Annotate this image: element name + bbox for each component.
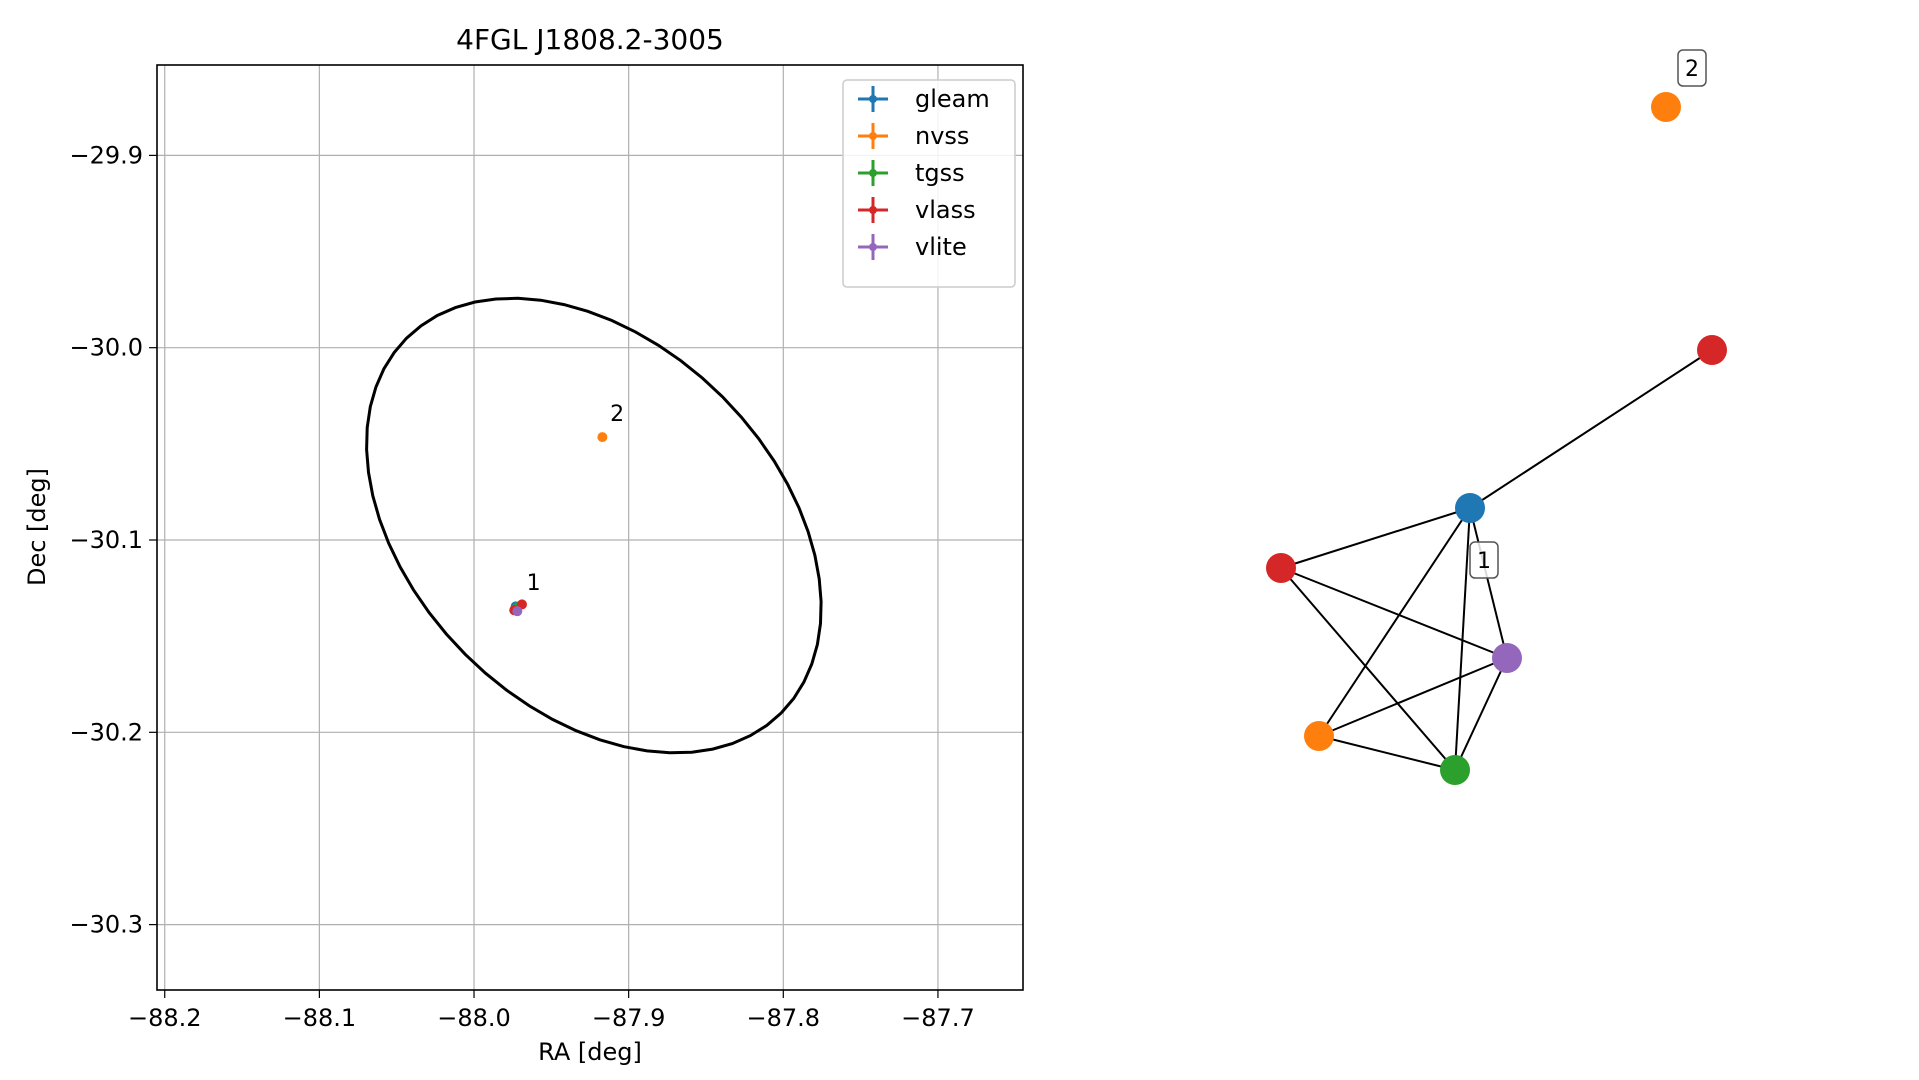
group-label-box [1677, 49, 1707, 87]
graph-edge [1318, 657, 1508, 737]
graph-edges [1280, 349, 1713, 771]
plot-frame [156, 64, 1024, 991]
group-label: 1 [1477, 549, 1491, 574]
x-tick-label: −87.9 [592, 1004, 666, 1032]
legend-label: tgss [915, 159, 965, 187]
group-label-box [1469, 541, 1499, 579]
graph-edge [1469, 349, 1713, 509]
y-tick-label: −30.1 [69, 526, 143, 554]
graph-node-gleam-1 [1455, 493, 1485, 523]
graph-edge [1454, 507, 1471, 771]
vlite-point [512, 606, 523, 617]
nvss-point [597, 432, 608, 443]
point-annotations: 12 [527, 402, 625, 596]
x-tick-label: −88.1 [283, 1004, 357, 1032]
network-graph: 12 [1266, 49, 1727, 785]
graph-node-tgss-1 [1440, 755, 1470, 785]
graph-edge [1280, 567, 1508, 659]
graph-edge [1280, 507, 1471, 569]
graph-edge [1280, 567, 1456, 771]
legend-label: vlass [915, 196, 976, 224]
chart-title: 4FGL J1808.2-3005 [456, 23, 724, 56]
legend-label: nvss [915, 122, 969, 150]
graph-node-nvss-2 [1651, 92, 1681, 122]
legend-label: vlite [915, 233, 967, 261]
x-tick-label: −87.7 [901, 1004, 975, 1032]
y-axis-label: Dec [deg] [23, 468, 51, 586]
y-tick-label: −30.0 [69, 334, 143, 362]
group-labels: 12 [1469, 49, 1707, 579]
legend-marker-tgss [869, 169, 877, 177]
legend: gleam nvss tgss vlass vlite [842, 79, 1016, 288]
x-tick-label: −88.0 [437, 1004, 511, 1032]
x-tick-label: −87.8 [747, 1004, 821, 1032]
graph-node-nvss-1 [1304, 721, 1334, 751]
grid [157, 65, 1023, 990]
legend-marker-nvss [869, 132, 877, 140]
legend-label: gleam [915, 85, 990, 113]
scatter-plot: 12 −88.2 −88.1 −88.0 −87.9 −87.8 −87.7−29.9−3… [23, 23, 1024, 1066]
legend-marker-vlass [869, 206, 877, 214]
graph-node-vlite-1 [1492, 643, 1522, 673]
graph-edge [1454, 657, 1508, 771]
point-annotation: 1 [527, 571, 541, 596]
graph-node-vlass-2 [1697, 335, 1727, 365]
graph-node-vlass-1 [1266, 553, 1296, 583]
data-points [509, 432, 608, 617]
y-tick-label: −30.3 [69, 911, 143, 939]
y-tick-label: −30.2 [69, 718, 143, 746]
legend-marker-gleam [869, 95, 877, 103]
x-axis-label: RA [deg] [538, 1038, 642, 1066]
graph-nodes [1266, 92, 1727, 785]
graph-edge [1318, 507, 1471, 737]
point-annotation: 2 [610, 402, 624, 427]
ellipse-outline [365, 296, 823, 755]
localization-ellipse [365, 296, 823, 755]
axis-ticks: −88.2 −88.1 −88.0 −87.9 −87.8 −87.7 −29.9 −30.0… [69, 141, 974, 1032]
graph-edge [1318, 735, 1456, 771]
y-tick-label: −29.9 [69, 141, 143, 169]
group-label: 2 [1685, 57, 1699, 82]
graph-edge [1469, 507, 1508, 659]
legend-frame [842, 79, 1016, 288]
legend-marker-vlite [869, 243, 877, 251]
x-tick-label: −88.2 [128, 1004, 202, 1032]
